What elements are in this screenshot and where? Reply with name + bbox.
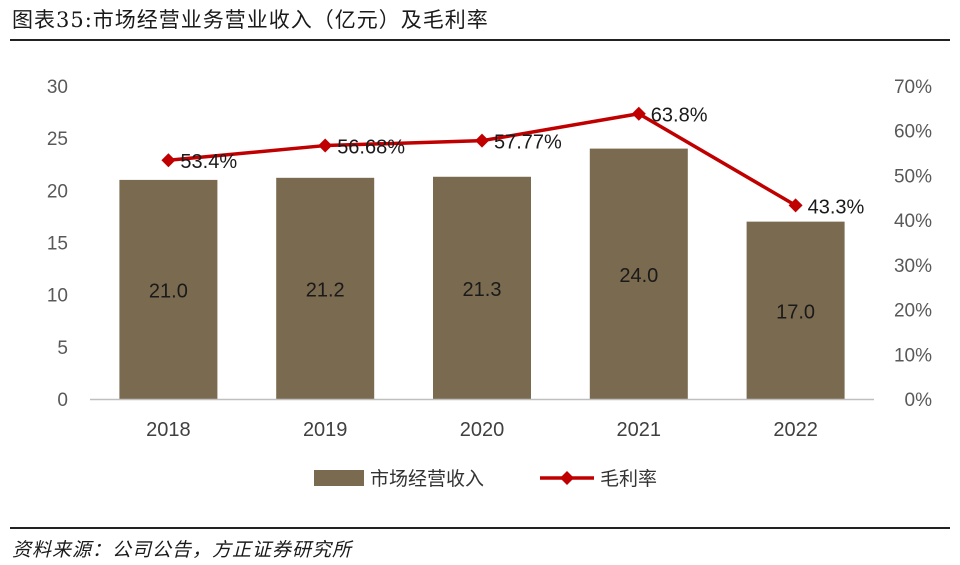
x-axis-tick-label: 2020 <box>460 419 505 441</box>
bottom-rule <box>10 527 950 529</box>
left-axis-tick-label: 10 <box>47 286 68 307</box>
bar <box>119 179 218 399</box>
top-rule <box>10 39 950 41</box>
right-axis-tick-label: 50% <box>894 166 932 187</box>
bar-value-label: 21.0 <box>149 280 188 302</box>
bar <box>276 177 375 399</box>
right-axis-tick-label: 40% <box>894 211 932 232</box>
margin-point <box>631 106 646 121</box>
left-axis-tick-label: 30 <box>47 77 68 98</box>
bar-value-label: 21.3 <box>463 279 502 301</box>
x-axis-tick-label: 2021 <box>617 419 662 441</box>
figure-title: 图表35:市场经营业务营业收入（亿元）及毛利率 <box>12 8 489 32</box>
left-axis-tick-label: 25 <box>47 129 68 150</box>
source-note: 资料来源：公司公告，方正证券研究所 <box>12 539 353 561</box>
right-axis-tick-label: 20% <box>894 301 932 322</box>
legend-bar-swatch <box>314 470 364 486</box>
legend-line-label: 毛利率 <box>600 468 657 490</box>
margin-value-label: 56.68% <box>337 137 405 159</box>
left-axis-tick-label: 20 <box>47 181 68 202</box>
margin-point <box>318 138 333 153</box>
margin-point <box>788 198 803 213</box>
legend-line-marker <box>560 471 574 485</box>
margin-value-label: 63.8% <box>651 105 708 127</box>
right-axis-tick-label: 60% <box>894 122 932 143</box>
margin-point <box>475 133 489 148</box>
right-axis-tick-label: 0% <box>905 390 933 411</box>
x-axis-tick-label: 2019 <box>303 419 348 441</box>
margin-point <box>161 153 176 168</box>
left-axis-tick-label: 5 <box>57 338 68 359</box>
bar <box>589 148 688 399</box>
left-axis-tick-label: 15 <box>47 234 68 255</box>
bar-value-label: 24.0 <box>619 265 658 287</box>
bar-value-label: 21.2 <box>306 279 345 301</box>
bar-value-label: 17.0 <box>776 301 815 323</box>
right-axis-tick-label: 30% <box>894 256 932 277</box>
x-axis-tick-label: 2018 <box>146 419 191 441</box>
bar <box>433 176 531 399</box>
chart: 0 5 10 15 20 25 30 0% 10% 20% 30% 40% 50% 60% 70% 21.0 2… <box>47 77 933 490</box>
legend-bar-label: 市场经营收入 <box>370 468 484 490</box>
right-axis-tick-label: 10% <box>894 345 932 366</box>
margin-value-label: 43.3% <box>808 196 865 218</box>
x-axis-tick-label: 2022 <box>773 419 818 441</box>
right-axis-tick-label: 70% <box>894 77 932 98</box>
left-axis-tick-label: 0 <box>57 390 68 411</box>
margin-value-label: 57.77% <box>494 132 562 154</box>
margin-value-label: 53.4% <box>180 151 237 173</box>
bar <box>746 221 845 399</box>
